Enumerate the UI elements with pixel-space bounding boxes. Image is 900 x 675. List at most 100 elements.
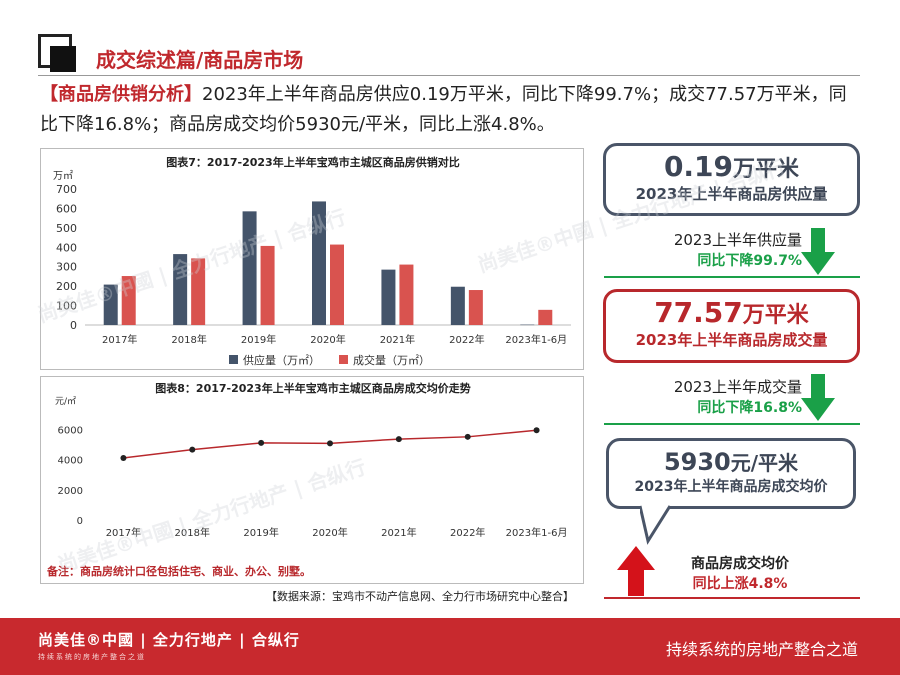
price-change-underline (604, 597, 860, 599)
summary-tag: 【商品房供销分析】 (40, 84, 202, 105)
x-tick-label: 2017年 (106, 526, 141, 539)
summary-paragraph: 【商品房供销分析】2023年上半年商品房供应0.19万平米，同比下降99.7%；… (40, 80, 860, 140)
supply-change-value: 同比下降99.7% (697, 253, 802, 269)
price-value: 5930 (663, 448, 731, 476)
deal-value-line: 77.57万平米 (606, 296, 857, 329)
deal-change-label: 2023上半年成交量 (673, 378, 802, 396)
price-point (533, 427, 540, 434)
y-tick-label: 6000 (58, 425, 83, 436)
deal-change-value: 同比下降16.8% (697, 400, 802, 416)
footer-brand-sub: 持续系统的房地产整合之道 (38, 653, 146, 661)
price-change-value: 同比上涨4.8% (692, 576, 788, 592)
bar-supply (381, 269, 396, 325)
bar-deal (399, 264, 414, 325)
price-label: 2023年上半年商品房成交均价 (634, 479, 828, 495)
deal-change: 2023上半年成交量 同比下降16.8% (612, 376, 802, 417)
price-point (258, 439, 265, 446)
bar-supply (520, 324, 535, 326)
bar-supply (312, 201, 326, 325)
x-tick-label: 2022年 (450, 526, 485, 539)
y-tick-label: 200 (56, 280, 77, 293)
bar-deal (330, 244, 344, 325)
supply-value-line: 0.19万平米 (606, 150, 857, 183)
bar-supply (450, 286, 465, 325)
y-tick-label: 300 (56, 261, 77, 274)
supply-unit: 万平米 (733, 157, 800, 182)
chart-supply-deal-box: 图表7：2017-2023年上半年宝鸡市主城区商品房供销对比 万㎡ 0 100 200 3… (40, 148, 584, 370)
price-point (464, 433, 471, 440)
logo-mark (38, 34, 78, 74)
deal-unit: 万平米 (742, 303, 809, 328)
footer-bar: 尚美佳®中國 | 全力行地产 | 合纵行 持续系统的房地产整合之道 持续系统的房… (0, 618, 900, 675)
legend-swatch (339, 355, 348, 364)
x-tick-label: 2019年 (241, 333, 276, 346)
legend-label: 供应量（万㎡） (243, 353, 320, 367)
bar-deal (191, 258, 206, 325)
price-change: 商品房成交均价 同比上涨4.8% (650, 553, 830, 593)
deal-label: 2023年上半年商品房成交量 (635, 331, 828, 349)
bar-supply (173, 254, 188, 325)
chart-title: 图表8：2017-2023年上半年宝鸡市主城区商品房成交均价走势 (155, 381, 470, 395)
supply-change: 2023上半年供应量 同比下降99.7% (612, 229, 802, 270)
chart-note: 备注：商品房统计口径包括住宅、商业、办公、别墅。 (46, 564, 311, 578)
up-arrow-icon (617, 546, 655, 596)
x-tick-label: 2017年 (102, 333, 137, 346)
y-tick-label: 0 (70, 319, 77, 332)
y-tick-label: 0 (77, 516, 83, 527)
y-tick-label: 2000 (58, 486, 83, 497)
x-tick-label: 2018年 (175, 526, 210, 539)
x-tick-label: 2023年1-6月 (505, 333, 567, 346)
legend-label: 成交量（万㎡） (353, 353, 430, 367)
price-point (327, 440, 333, 447)
speech-tail-icon (640, 505, 672, 545)
supply-card: 0.19万平米 2023年上半年商品房供应量 (603, 143, 860, 216)
y-tick-label: 700 (56, 183, 77, 196)
price-change-label: 商品房成交均价 (691, 556, 789, 572)
chart-title: 图表7：2017-2023年上半年宝鸡市主城区商品房供销对比 (166, 155, 459, 169)
deal-change-underline (604, 423, 860, 425)
x-tick-label: 2020年 (310, 333, 345, 346)
supply-label: 2023年上半年商品房供应量 (635, 185, 828, 203)
chart-price-trend-box: 图表8：2017-2023年上半年宝鸡市主城区商品房成交均价走势元/㎡ 0 2000… (40, 376, 584, 584)
price-point (120, 454, 127, 461)
price-point (395, 436, 402, 443)
price-unit: 元/平米 (730, 451, 799, 475)
deal-value: 77.57 (654, 296, 743, 329)
footer-brand: 尚美佳®中國 | 全力行地产 | 合纵行 (38, 631, 300, 649)
x-tick-label: 2020年 (312, 526, 347, 539)
bar-deal (468, 290, 483, 325)
supply-value: 0.19 (663, 150, 734, 183)
price-point (189, 446, 196, 453)
x-tick-label: 2021年 (381, 526, 416, 539)
data-source: 【数据来源：宝鸡市不动产信息网、全力行市场研究中心整合】 (266, 590, 574, 603)
bar-deal (260, 245, 275, 325)
bar-supply (103, 284, 118, 325)
x-tick-label: 2019年 (243, 526, 278, 539)
title-divider (38, 75, 860, 76)
down-arrow-icon (801, 228, 835, 275)
bar-supply (242, 211, 257, 325)
supply-change-underline (604, 276, 860, 278)
section-title: 成交综述篇/商品房市场 (96, 48, 304, 72)
x-tick-label: 2022年 (449, 333, 484, 346)
y-axis-unit: 万㎡ (53, 170, 73, 182)
down-arrow-icon (801, 374, 835, 421)
bar-deal (121, 276, 136, 325)
summary-text: 2023年上半年商品房供应0.19万平米，同比下降99.7%；成交77.57万平… (40, 84, 847, 135)
supply-change-label: 2023上半年供应量 (673, 231, 802, 249)
x-tick-label: 2023年1-6月 (506, 526, 568, 539)
x-tick-label: 2021年 (380, 333, 415, 346)
y-tick-label: 400 (56, 241, 77, 254)
price-value-line: 5930元/平米 (609, 447, 853, 476)
x-tick-label: 2018年 (171, 333, 206, 346)
y-axis-unit: 元/㎡ (55, 396, 76, 407)
price-card: 5930元/平米 2023年上半年商品房成交均价 (606, 438, 856, 509)
bar-deal (538, 309, 553, 325)
footer-slogan: 持续系统的房地产整合之道 (665, 640, 858, 659)
y-tick-label: 500 (56, 222, 77, 235)
legend-swatch (229, 355, 238, 364)
y-tick-label: 4000 (58, 456, 83, 467)
y-tick-label: 600 (56, 202, 77, 215)
